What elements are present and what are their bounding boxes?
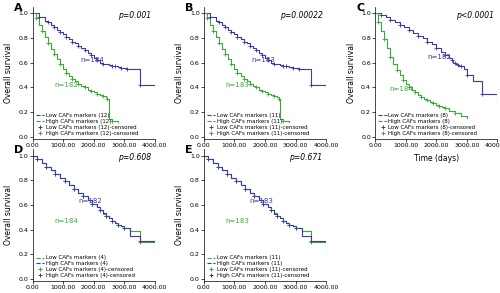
Text: n=184: n=184 <box>80 57 104 63</box>
Text: p=0.671: p=0.671 <box>290 154 322 162</box>
Text: p=0.608: p=0.608 <box>118 154 151 162</box>
Text: B: B <box>186 4 194 13</box>
Text: A: A <box>14 4 23 13</box>
Text: p=0.001: p=0.001 <box>118 11 151 20</box>
Y-axis label: Overall survival: Overall survival <box>4 185 13 246</box>
Text: n=182: n=182 <box>78 198 102 204</box>
X-axis label: Time (days): Time (days) <box>71 154 116 163</box>
Text: n=184: n=184 <box>389 86 412 92</box>
Y-axis label: Overall survival: Overall survival <box>175 43 184 103</box>
Text: C: C <box>357 4 365 13</box>
Y-axis label: Overall survival: Overall survival <box>346 43 356 103</box>
Text: n=182: n=182 <box>427 54 451 60</box>
Y-axis label: Overall survival: Overall survival <box>4 43 13 103</box>
X-axis label: Time (days): Time (days) <box>414 154 459 163</box>
Text: E: E <box>186 146 193 156</box>
Text: n=183: n=183 <box>250 198 274 204</box>
Text: n=182: n=182 <box>54 82 78 88</box>
Text: n=183: n=183 <box>251 57 275 63</box>
Text: p=0.00022: p=0.00022 <box>280 11 322 20</box>
Legend: Low CAFs markers (12), High CAFs markers (12), Low CAFs markers (12)-censored, H: Low CAFs markers (12), High CAFs markers… <box>36 113 139 137</box>
Legend: Low CAFs markers (4), High CAFs markers (4), Low CAFs markers (4)-censored, High: Low CAFs markers (4), High CAFs markers … <box>36 255 136 279</box>
Legend: Low CAFs markers (11), High CAFs markers (11), Low CAFs markers (11)-censored, H: Low CAFs markers (11), High CAFs markers… <box>206 255 310 279</box>
X-axis label: Time (days): Time (days) <box>242 154 288 163</box>
Text: n=183: n=183 <box>225 218 249 224</box>
Text: p<0.0001: p<0.0001 <box>456 11 494 20</box>
Legend: Low CAFs markers (11), High CAFs markers (11), Low CAFs markers (11)-censored, H: Low CAFs markers (11), High CAFs markers… <box>206 113 310 137</box>
Text: n=183: n=183 <box>225 82 249 88</box>
Text: n=184: n=184 <box>54 218 78 224</box>
Text: D: D <box>14 146 24 156</box>
Y-axis label: Overall survival: Overall survival <box>175 185 184 246</box>
Legend: Low CAFs markers (8), High CAFs markers (8), Low CAFs markers (8)-censored, High: Low CAFs markers (8), High CAFs markers … <box>378 113 478 137</box>
